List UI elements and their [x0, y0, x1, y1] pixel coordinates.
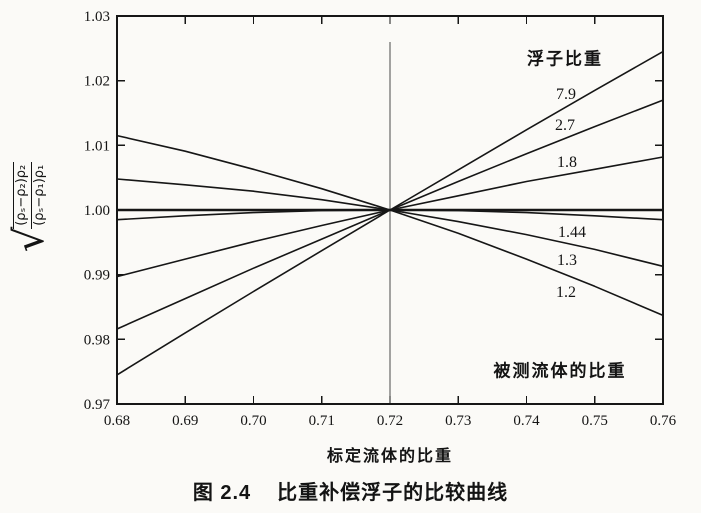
x-tick-label: 0.69 — [172, 413, 198, 429]
series-label-1-44: 1.44 — [558, 224, 586, 241]
legend-title: 浮子比重 — [527, 49, 603, 69]
y-tick-label: 1.03 — [84, 9, 110, 25]
formula-fraction: (ρₛ−ρ₂)ρ₂ (ρₛ−ρ₁)ρ₁ — [12, 161, 48, 229]
figure-caption: 图 2.4 比重补偿浮子的比较曲线 — [0, 476, 701, 505]
y-tick-label: 1.01 — [84, 138, 110, 154]
x-tick-label: 0.76 — [650, 413, 677, 429]
series-label-2-7: 2.7 — [555, 117, 575, 134]
x-tick-label: 0.68 — [104, 413, 130, 429]
x-tick-label: 0.71 — [309, 413, 335, 429]
figure-title: 比重补偿浮子的比较曲线 — [277, 482, 509, 504]
series-label-7-9: 7.9 — [556, 86, 576, 103]
series-label-1-2: 1.2 — [556, 284, 576, 301]
x-tick-label: 0.73 — [445, 413, 471, 429]
x-tick-label: 0.75 — [582, 413, 608, 429]
measured-fluid-annotation: 被测流体的比重 — [493, 361, 627, 381]
y-tick-label: 0.98 — [84, 332, 110, 348]
y-tick-label: 0.97 — [84, 397, 111, 413]
chart-canvas: 0.68 0.69 0.70 0.71 0.72 0.73 0.74 0.75 0.76 1.03… — [84, 9, 677, 429]
y-axis-label-formula: √ (ρₛ−ρ₂)ρ₂ (ρₛ−ρ₁)ρ₁ — [4, 155, 56, 259]
figure-number: 图 2.4 — [192, 482, 252, 504]
y-tick-label: 1.02 — [84, 74, 110, 90]
x-tick-label: 0.72 — [377, 413, 403, 429]
formula-denominator: (ρₛ−ρ₁)ρ₁ — [31, 164, 47, 226]
radical-sign: √ — [7, 226, 53, 253]
y-tick-label: 0.99 — [84, 268, 110, 284]
x-tick-label: 0.74 — [513, 413, 540, 429]
x-tick-label: 0.70 — [240, 413, 266, 429]
y-tick-label: 1.00 — [84, 203, 110, 219]
series-label-1-3: 1.3 — [557, 252, 577, 269]
formula-numerator: (ρₛ−ρ₂)ρ₂ — [14, 161, 32, 229]
x-axis-title: 标定流体的比重 — [326, 448, 453, 465]
series-label-1-8: 1.8 — [557, 154, 577, 171]
